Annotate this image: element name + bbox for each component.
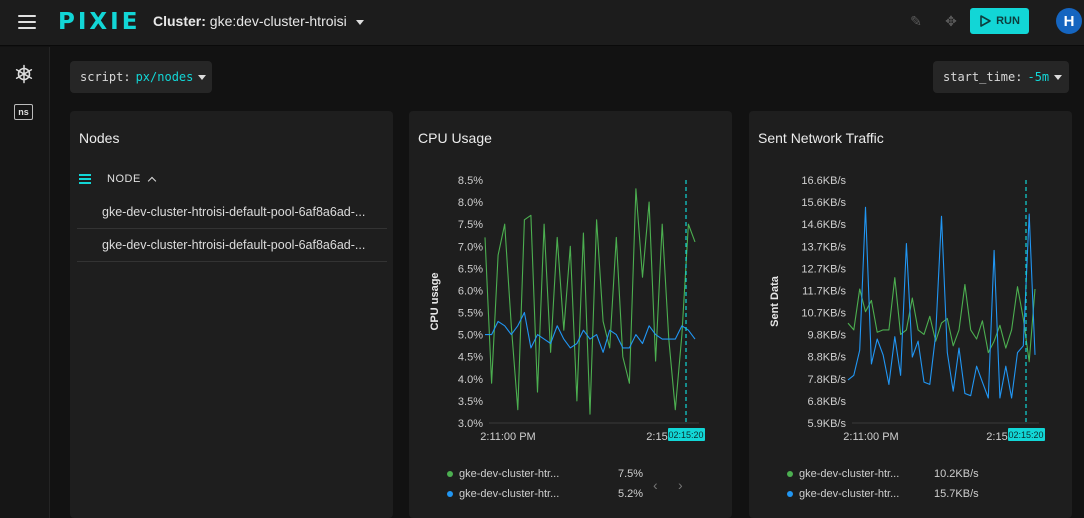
y-tick-label: 13.7KB/s [801,241,846,253]
cpu-chart-title: CPU Usage [418,130,492,146]
y-axis-label: CPU usage [429,272,441,330]
legend-value: 10.2KB/s [934,468,979,480]
sidebar: ns [0,47,50,518]
y-tick-label: 7.8KB/s [807,374,846,386]
cpu-usage-panel: CPU Usage CPU usage 8.5% 8.0% 7.5% 7.0% 6.5% 6… [409,111,732,518]
y-tick-label: 6.8KB/s [807,396,846,408]
legend-value: 15.7KB/s [934,488,979,500]
move-icon[interactable]: ✥ [945,13,957,29]
y-tick-label: 5.0% [458,330,483,342]
y-tick-label: 6.5% [458,263,483,275]
series-line[interactable] [484,188,696,415]
time-cursor-label: 02:15:20 [668,430,703,440]
menu-icon[interactable] [18,15,36,29]
y-tick-label: 12.7KB/s [801,263,846,275]
y-tick-label: 10.7KB/s [801,308,846,320]
nodes-panel: Nodes NODE gke-dev-cluster-htroisi-defau… [70,111,393,518]
namespace-icon[interactable]: ns [14,104,33,120]
y-tick-label: 3.0% [458,418,483,430]
legend-dot [787,471,793,478]
node-column-header[interactable]: NODE [107,173,141,185]
y-tick-label: 8.0% [458,197,483,209]
start-time-selector[interactable]: start_time: -5m [933,61,1069,93]
cluster-selector[interactable]: Cluster: gke:dev-cluster-htroisi [153,13,364,29]
legend-value: 7.5% [618,468,644,480]
cpu-usage-chart[interactable]: CPU usage 8.5% 8.0% 7.5% 7.0% 6.5% 6.0% 5.5% 5.0… [409,111,732,456]
y-tick-label: 7.0% [458,241,483,253]
table-row[interactable]: gke-dev-cluster-htroisi-default-pool-6af… [77,229,387,262]
legend-series-name: gke-dev-cluster-htr... [459,488,560,500]
chevron-down-icon [355,19,364,25]
y-tick-label: 14.6KB/s [801,219,846,231]
legend-item[interactable]: gke-dev-cluster-htr... [787,468,899,484]
legend-item[interactable]: gke-dev-cluster-htr... [447,488,559,504]
legend-series-name: gke-dev-cluster-htr... [799,488,900,500]
start-time-value: -5m [1027,70,1050,84]
chevron-down-icon [198,74,207,80]
chevron-right-icon[interactable]: › [678,477,683,493]
avatar[interactable]: H [1056,8,1082,34]
top-bar: PIXIE Cluster: gke:dev-cluster-htroisi ✎… [0,0,1084,46]
y-tick-label: 4.0% [458,374,483,386]
column-list-icon[interactable] [79,174,91,184]
y-tick-label: 6.0% [458,285,483,297]
time-cursor-label: 02:15:20 [1008,430,1043,440]
legend-dot [787,491,793,498]
y-tick-label: 16.6KB/s [801,175,846,187]
x-tick-label: 2:11:00 PM [843,431,898,443]
kubernetes-icon[interactable] [14,64,34,84]
script-selector[interactable]: script: px/nodes [70,61,212,93]
run-button[interactable]: RUN [970,8,1029,34]
cluster-name: gke:dev-cluster-htroisi [209,13,347,29]
y-tick-label: 4.5% [458,352,483,364]
network-chart-title: Sent Network Traffic [758,130,884,146]
pixie-logo[interactable]: PIXIE [58,9,141,35]
legend-dot [447,471,453,478]
legend-value: 5.2% [618,488,644,500]
script-value: px/nodes [135,70,194,84]
legend-item[interactable]: gke-dev-cluster-htr... [787,488,899,504]
nodes-title: Nodes [79,130,120,146]
play-icon [980,15,991,27]
time-cursor-badge [668,428,705,441]
y-tick-label: 5.9KB/s [807,418,846,430]
y-axis-label: Sent Data [769,275,781,327]
x-tick-label: 2:15 [646,431,667,443]
y-tick-label: 11.7KB/s [802,285,846,297]
chevron-down-icon [1054,74,1063,80]
start-time-key: start_time: [943,70,1023,84]
series-line[interactable] [847,206,1036,399]
y-tick-label: 8.8KB/s [807,352,846,364]
y-tick-label: 15.6KB/s [801,197,846,209]
sent-network-traffic-panel: Sent Network Traffic Sent Data 16.6KB/s 15… [749,111,1072,518]
legend-series-name: gke-dev-cluster-htr... [799,468,900,480]
sent-network-traffic-chart[interactable]: Sent Data 16.6KB/s 15.6KB/s 14.6KB/s 13.7KB/… [749,111,1072,456]
legend-dot [447,491,453,498]
nodes-table-header: NODE [77,169,387,189]
y-tick-label: 7.5% [458,219,483,231]
sort-ascending-icon[interactable] [147,176,157,185]
legend-series-name: gke-dev-cluster-htr... [459,468,560,480]
x-tick-label: 2:15 [986,431,1007,443]
script-key: script: [80,70,131,84]
chevron-left-icon[interactable]: ‹ [653,477,658,493]
run-label: RUN [996,15,1020,27]
table-row[interactable]: gke-dev-cluster-htroisi-default-pool-6af… [77,196,387,229]
time-cursor-badge [1008,428,1045,441]
y-tick-label: 5.5% [458,308,483,320]
cluster-label: Cluster: [153,13,206,29]
y-tick-label: 9.8KB/s [807,330,846,342]
y-tick-label: 8.5% [458,175,483,187]
series-line[interactable] [847,277,1036,363]
y-tick-label: 3.5% [458,396,483,408]
x-tick-label: 2:11:00 PM [480,431,535,443]
edit-icon[interactable]: ✎ [910,13,922,29]
series-line[interactable] [485,311,696,353]
legend-item[interactable]: gke-dev-cluster-htr... [447,468,559,484]
